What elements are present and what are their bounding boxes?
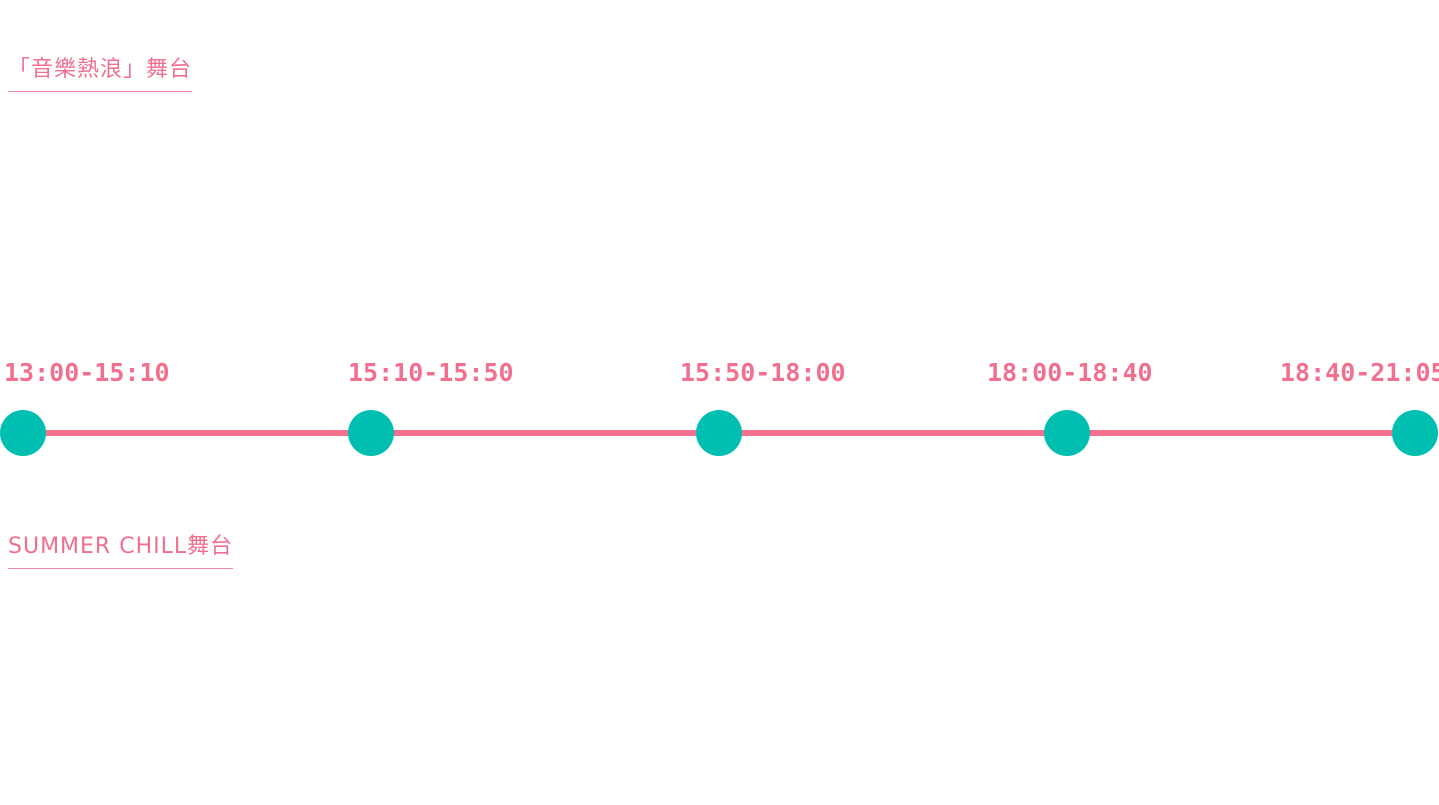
time-slot-label: 13:00-15:10 xyxy=(4,358,170,387)
timeline-node xyxy=(0,410,46,456)
time-slot-label: 18:00-18:40 xyxy=(987,358,1153,387)
time-slot-label: 15:50-18:00 xyxy=(680,358,846,387)
timeline-node xyxy=(1392,410,1438,456)
stage-title: 「音樂熱浪」舞台 xyxy=(8,55,193,92)
timeline-node xyxy=(696,410,742,456)
time-slot-label: 18:40-21:05 xyxy=(1280,358,1439,387)
timeline-node xyxy=(1044,410,1090,456)
stage-title: SUMMER CHILL舞台 xyxy=(8,532,234,569)
timeline-node xyxy=(348,410,394,456)
time-slot-label: 15:10-15:50 xyxy=(348,358,514,387)
